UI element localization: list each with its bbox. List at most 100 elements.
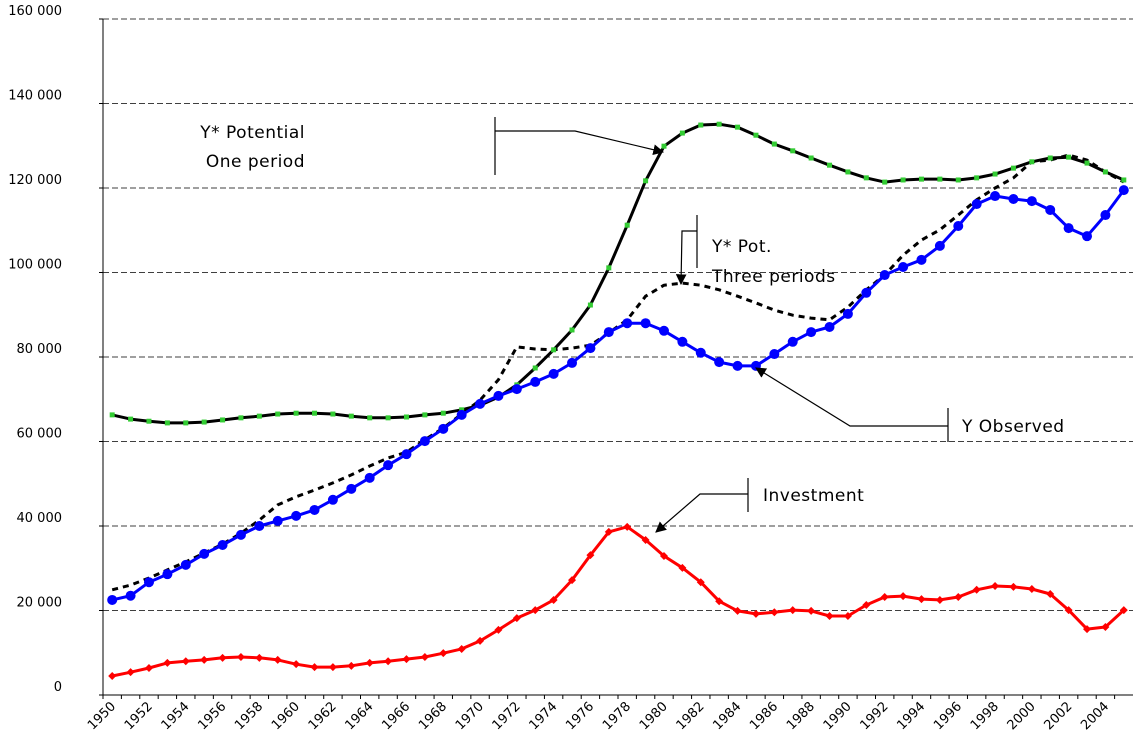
point [420, 652, 429, 661]
point [164, 420, 170, 426]
point [991, 581, 1000, 590]
annotation: Y* Pot. [711, 237, 772, 257]
point [1027, 584, 1036, 593]
x-tick-label: 1992 [858, 699, 892, 733]
point [769, 349, 780, 360]
point [1064, 606, 1073, 615]
point [548, 368, 559, 379]
point [275, 411, 281, 417]
series-line [111, 189, 1126, 602]
point [255, 653, 264, 662]
point [1082, 231, 1093, 242]
point [1121, 177, 1127, 183]
x-tick-label: 1960 [269, 699, 303, 733]
point [916, 254, 927, 265]
point [327, 494, 338, 505]
annotation: Y* Potential [199, 123, 305, 143]
callout-arrow [495, 130, 665, 155]
point [845, 169, 851, 175]
point [199, 548, 210, 559]
point [293, 410, 299, 416]
point [714, 357, 725, 368]
point [679, 130, 685, 136]
point [220, 417, 226, 423]
point [512, 614, 521, 623]
point [456, 409, 467, 420]
point [1010, 165, 1016, 171]
point [365, 658, 374, 667]
x-tick-label: 1976 [563, 699, 597, 733]
point [843, 611, 852, 620]
x-tick-label: 1956 [195, 699, 229, 733]
point [238, 415, 244, 421]
x-tick-label: 1996 [931, 699, 965, 733]
point [935, 595, 944, 604]
point [459, 407, 465, 413]
x-tick-label: 1958 [232, 699, 266, 733]
point [624, 222, 630, 228]
x-tick-label: 1974 [526, 699, 560, 733]
callout-arrow [655, 493, 748, 533]
point [1047, 155, 1053, 161]
annotation: Y Observed [961, 417, 1065, 437]
x-tick-label: 1950 [85, 699, 119, 733]
point [183, 420, 189, 426]
y-tick-label: 0 [54, 680, 62, 695]
point [1083, 625, 1092, 634]
point [899, 592, 908, 601]
point [201, 419, 207, 425]
point [143, 577, 154, 588]
point [493, 390, 504, 401]
annotation: Investment [763, 486, 864, 506]
grid [103, 18, 1133, 611]
point [753, 132, 759, 138]
callout-arrow [675, 230, 697, 286]
point [974, 175, 980, 181]
y-tick-label: 140 000 [8, 89, 62, 104]
point [992, 171, 998, 177]
point [438, 423, 449, 434]
point [955, 177, 961, 183]
point [1084, 160, 1090, 166]
point [551, 347, 557, 353]
x-tick-label: 1970 [453, 699, 487, 733]
point [273, 655, 282, 664]
point [1066, 154, 1072, 160]
x-tick-label: 1978 [600, 699, 634, 733]
x-tick-label: 1994 [894, 699, 928, 733]
point [1100, 210, 1111, 221]
callouts [494, 117, 949, 533]
point [1029, 159, 1035, 165]
point [732, 360, 743, 371]
point [310, 663, 319, 672]
point [530, 376, 541, 387]
point [862, 601, 871, 610]
point [641, 535, 650, 544]
point [827, 162, 833, 168]
point [771, 141, 777, 147]
point [1063, 223, 1074, 234]
point [235, 529, 246, 540]
point [422, 412, 428, 418]
point [330, 411, 336, 417]
x-tick-label: 2002 [1041, 699, 1075, 733]
point [384, 657, 393, 666]
x-tick-label: 1998 [968, 699, 1002, 733]
point [918, 176, 924, 182]
point [640, 318, 651, 329]
annotation: Three periods [711, 267, 836, 287]
point [532, 365, 538, 371]
point [953, 221, 964, 232]
point [347, 661, 356, 670]
point [291, 510, 302, 521]
point [126, 668, 135, 677]
point [292, 660, 301, 669]
point [385, 415, 391, 421]
point [1009, 582, 1018, 591]
point [879, 270, 890, 281]
point [494, 625, 503, 634]
y-tick-label: 80 000 [17, 342, 63, 357]
point [309, 504, 320, 515]
x-tick-label: 1982 [674, 699, 708, 733]
point [531, 606, 540, 615]
